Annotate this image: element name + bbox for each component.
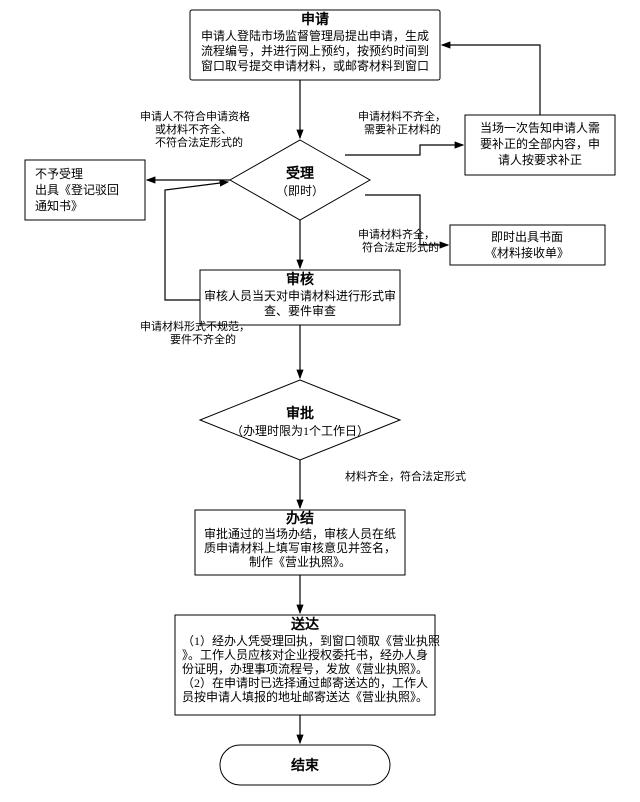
node-reject: 不予受理 出具《登记驳回 通知书》 xyxy=(25,160,145,220)
svg-text:流程编号，并进行网上预约，按预约时间到: 流程编号，并进行网上预约，按预约时间到 xyxy=(201,43,429,58)
svg-text:（2）在申请时已选择通过邮寄送达的，工作人: （2）在申请时已选择通过邮寄送达的，工作人 xyxy=(182,675,428,690)
node-approve: 审批 （办理时限为1个工作日） xyxy=(200,380,400,460)
node-receipt: 即时出具书面 《材料接收单》 xyxy=(450,225,605,265)
flowchart: 申请 申请人登陆市场监督管理局提出申请，生成 流程编号，并进行网上预约，按预约时… xyxy=(0,0,640,802)
svg-text:出具《登记驳回: 出具《登记驳回 xyxy=(35,182,119,197)
svg-text:需要补正材料的: 需要补正材料的 xyxy=(364,122,441,136)
svg-text:或材料不齐全、: 或材料不齐全、 xyxy=(155,122,232,136)
svg-text:份证明，办理事项流程号，发放《营业执照》。: 份证明，办理事项流程号，发放《营业执照》。 xyxy=(182,661,428,676)
svg-text:申请材料齐全，: 申请材料齐全， xyxy=(358,227,435,241)
node-complete: 办结 审批通过的当场办结，审核人员在纸 质申请材料上填写审核意见并签名， 制作《… xyxy=(195,510,405,575)
svg-text:要件不齐全的: 要件不齐全的 xyxy=(170,332,236,346)
svg-text:审批通过的当场办结，审核人员在纸: 审批通过的当场办结，审核人员在纸 xyxy=(204,526,396,541)
svg-text:材料齐全，符合法定形式: 材料齐全，符合法定形式 xyxy=(345,469,466,483)
edge-supplement-apply xyxy=(442,45,540,115)
deliver-title: 送达 xyxy=(290,616,319,633)
svg-text:质申请材料上填写审核意见并签名，: 质申请材料上填写审核意见并签名， xyxy=(204,540,396,555)
svg-text:不予受理: 不予受理 xyxy=(35,167,83,181)
edge-accept-supplement xyxy=(345,145,463,155)
svg-text:结束: 结束 xyxy=(291,757,320,774)
svg-text:申请材料形式不规范，: 申请材料形式不规范， xyxy=(140,319,250,333)
apply-title: 申请 xyxy=(301,11,329,28)
svg-text:即时出具书面: 即时出具书面 xyxy=(491,230,563,244)
svg-text:不符合法定形式的: 不符合法定形式的 xyxy=(155,135,243,149)
node-supplement: 当场一次告知申请人需 要补正的全部内容，申 请人按要求补正 xyxy=(465,115,615,175)
svg-text:《材料接收单》: 《材料接收单》 xyxy=(485,245,569,260)
svg-text:要补正的全部内容，申: 要补正的全部内容，申 xyxy=(480,136,600,151)
svg-text:当场一次告知申请人需: 当场一次告知申请人需 xyxy=(480,121,600,135)
svg-text:审核人员当天对申请材料进行形式审: 审核人员当天对申请材料进行形式审 xyxy=(204,288,396,303)
svg-text:员按申请人填报的地址邮寄送达《营业执照》。: 员按申请人填报的地址邮寄送达《营业执照》。 xyxy=(182,689,428,704)
node-accept: 受理 （即时） xyxy=(230,140,370,220)
svg-text:（办理时限为1个工作日）: （办理时限为1个工作日） xyxy=(231,423,369,438)
svg-text:通知书》: 通知书》 xyxy=(35,199,83,213)
node-apply: 申请 申请人登陆市场监督管理局提出申请，生成 流程编号，并进行网上预约，按预约时… xyxy=(190,10,440,80)
svg-text:申请人不符合申请资格: 申请人不符合申请资格 xyxy=(140,109,250,123)
svg-text:（1）经办人凭受理回执，到窗口领取《营业执照: （1）经办人凭受理回执，到窗口领取《营业执照 xyxy=(182,633,440,648)
svg-text:窗口取号提交申请材料，或邮寄材料到窗口: 窗口取号提交申请材料，或邮寄材料到窗口 xyxy=(201,58,429,73)
node-end: 结束 xyxy=(220,745,390,785)
svg-text:》。工作人员应核对企业授权委托书，经办人身: 》。工作人员应核对企业授权委托书，经办人身 xyxy=(182,647,428,662)
node-review: 审核 审核人员当天对申请材料进行形式审 查、要件审查 xyxy=(200,270,400,325)
svg-text:符合法定形式的: 符合法定形式的 xyxy=(362,240,439,254)
node-deliver: 送达 （1）经办人凭受理回执，到窗口领取《营业执照 》。工作人员应核对企业授权委… xyxy=(175,615,440,715)
approve-title: 审批 xyxy=(286,405,314,422)
svg-text:制作《营业执照》。: 制作《营业执照》。 xyxy=(249,555,351,569)
review-title: 审核 xyxy=(286,271,314,288)
svg-text:申请人登陆市场监督管理局提出申请，生成: 申请人登陆市场监督管理局提出申请，生成 xyxy=(201,28,429,43)
svg-text:（即时）: （即时） xyxy=(276,184,324,198)
svg-text:查、要件审查: 查、要件审查 xyxy=(264,303,336,318)
svg-text:请人按要求补正: 请人按要求补正 xyxy=(498,153,582,167)
svg-text:申请材料不齐全，: 申请材料不齐全， xyxy=(358,109,446,123)
complete-title: 办结 xyxy=(286,510,314,527)
accept-title: 受理 xyxy=(286,165,314,182)
